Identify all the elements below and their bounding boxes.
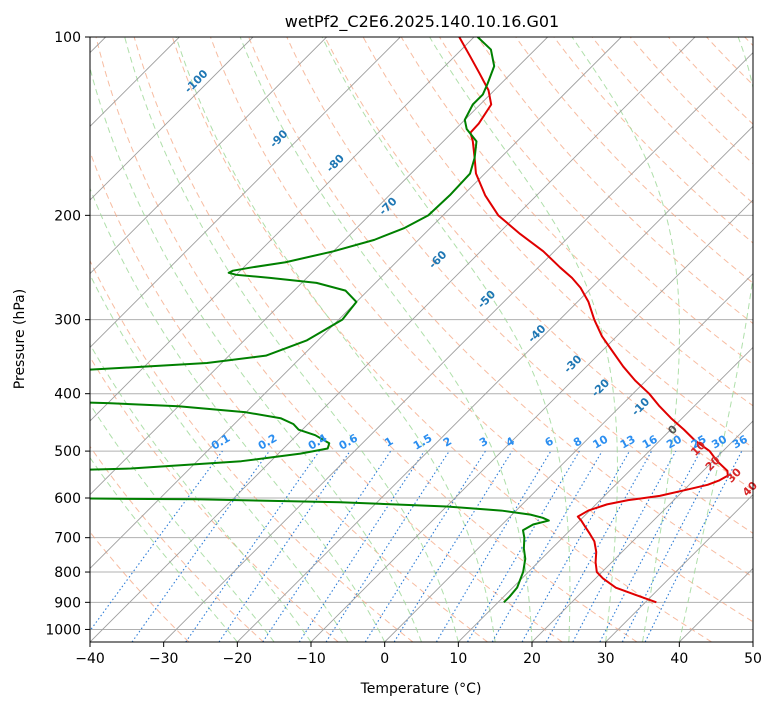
mixing-ratio-line-4 (218, 450, 351, 642)
mixing-ratio-lines (90, 450, 743, 642)
x-tick-label-50: 50 (744, 651, 762, 667)
y-tick-label-1000: 1000 (45, 622, 81, 638)
moist-adiabat-5 (90, 66, 422, 642)
isotherm-30 (605, 494, 753, 642)
temperature-line (458, 37, 729, 604)
x-axis-title: Temperature (°C) (360, 681, 482, 697)
mixing-ratio-line-14 (545, 450, 653, 642)
sounding-profiles (90, 37, 729, 604)
y-tick-label-100: 100 (54, 30, 81, 46)
dry-adiabat-50 (210, 37, 753, 623)
isotherm--100 (90, 37, 254, 201)
x-tick-label-40: 40 (670, 651, 688, 667)
moist-adiabat-35 (571, 37, 680, 642)
dry-adiabat-40 (171, 37, 712, 642)
dry-adiabat-30 (133, 37, 638, 642)
mixing-ratio-line-1 (90, 450, 223, 632)
dry-adiabat-20 (95, 37, 563, 642)
mixing-ratio-line-18 (644, 450, 743, 642)
mixing-ratio-line-6 (298, 450, 425, 642)
y-axis: 100 200 300 400 500 600 700 800 900 1000 (45, 30, 90, 638)
mixing-ratio-line-13 (521, 450, 630, 642)
dry-adiabat-80 (324, 37, 753, 491)
dry-adiabat-130 (515, 37, 753, 284)
dewpoint-line (90, 37, 550, 604)
isotherm-20 (531, 420, 753, 642)
moist-adiabat--20 (90, 456, 238, 642)
y-tick-label-300: 300 (54, 313, 81, 329)
x-tick-label--10: −10 (296, 651, 326, 667)
y-tick-label-200: 200 (54, 208, 81, 224)
isotherm--60 (90, 37, 548, 496)
x-tick-label--40: −40 (75, 651, 105, 667)
x-axis: −40 −30 −20 −10 0 10 20 30 40 50 (75, 642, 762, 667)
isotherm--10 (310, 199, 753, 642)
dry-adiabats (90, 37, 753, 642)
mixing-ratio-line-5 (262, 450, 392, 642)
y-tick-label-400: 400 (54, 387, 81, 403)
dry-adiabat-120 (477, 37, 753, 325)
y-tick-label-500: 500 (54, 444, 81, 460)
y-tick-label-800: 800 (54, 565, 81, 581)
isotherm--50 (90, 37, 622, 569)
y-tick-label-600: 600 (54, 491, 81, 507)
chart-title: wetPf2_C2E6.2025.140.10.16.G01 (285, 12, 559, 32)
gridlines (90, 37, 753, 630)
y-tick-label-700: 700 (54, 531, 81, 547)
plot-frame (89, 36, 754, 643)
dry-adiabat-150 (591, 37, 753, 204)
dry-adiabat--20 (90, 445, 264, 642)
moist-adiabat-40 (678, 37, 753, 642)
mixing-ratio-line-9 (393, 450, 513, 642)
dry-adiabat-60 (248, 37, 753, 578)
moist-adiabat-25 (321, 37, 571, 642)
y-tick-label-900: 900 (54, 595, 81, 611)
x-tick-label-20: 20 (523, 651, 541, 667)
mixing-ratio-line-2 (131, 450, 270, 642)
isotherm--40 (90, 37, 696, 642)
mixing-ratio-line-7 (325, 450, 450, 642)
isotherm--90 (90, 37, 327, 275)
moist-adiabat-10 (124, 37, 459, 642)
isotherm--70 (90, 37, 475, 422)
moist-adiabat-20 (239, 37, 533, 642)
mixing-ratio-line-3 (185, 450, 320, 642)
dry-adiabat-0 (90, 259, 414, 642)
isotherm--80 (90, 37, 401, 348)
x-tick-label-30: 30 (597, 651, 615, 667)
isotherm-10 (458, 346, 753, 642)
isotherms (90, 37, 753, 642)
isotherm--30 (163, 52, 753, 642)
y-axis-title: Pressure (hPa) (12, 289, 28, 389)
x-tick-label--20: −20 (223, 651, 253, 667)
moist-adiabat--5 (90, 273, 349, 642)
x-tick-label-10: 10 (449, 651, 467, 667)
moist-adiabat-0 (90, 187, 386, 642)
x-tick-label-0: 0 (380, 651, 389, 667)
mixing-ratio-line-15 (572, 450, 677, 642)
isotherm--20 (237, 125, 753, 642)
moist-adiabat-15 (175, 37, 496, 642)
isotherm-0 (384, 273, 753, 642)
dry-adiabat-100 (400, 37, 753, 407)
x-tick-label--30: −30 (149, 651, 179, 667)
dry-adiabat-160 (629, 37, 753, 165)
